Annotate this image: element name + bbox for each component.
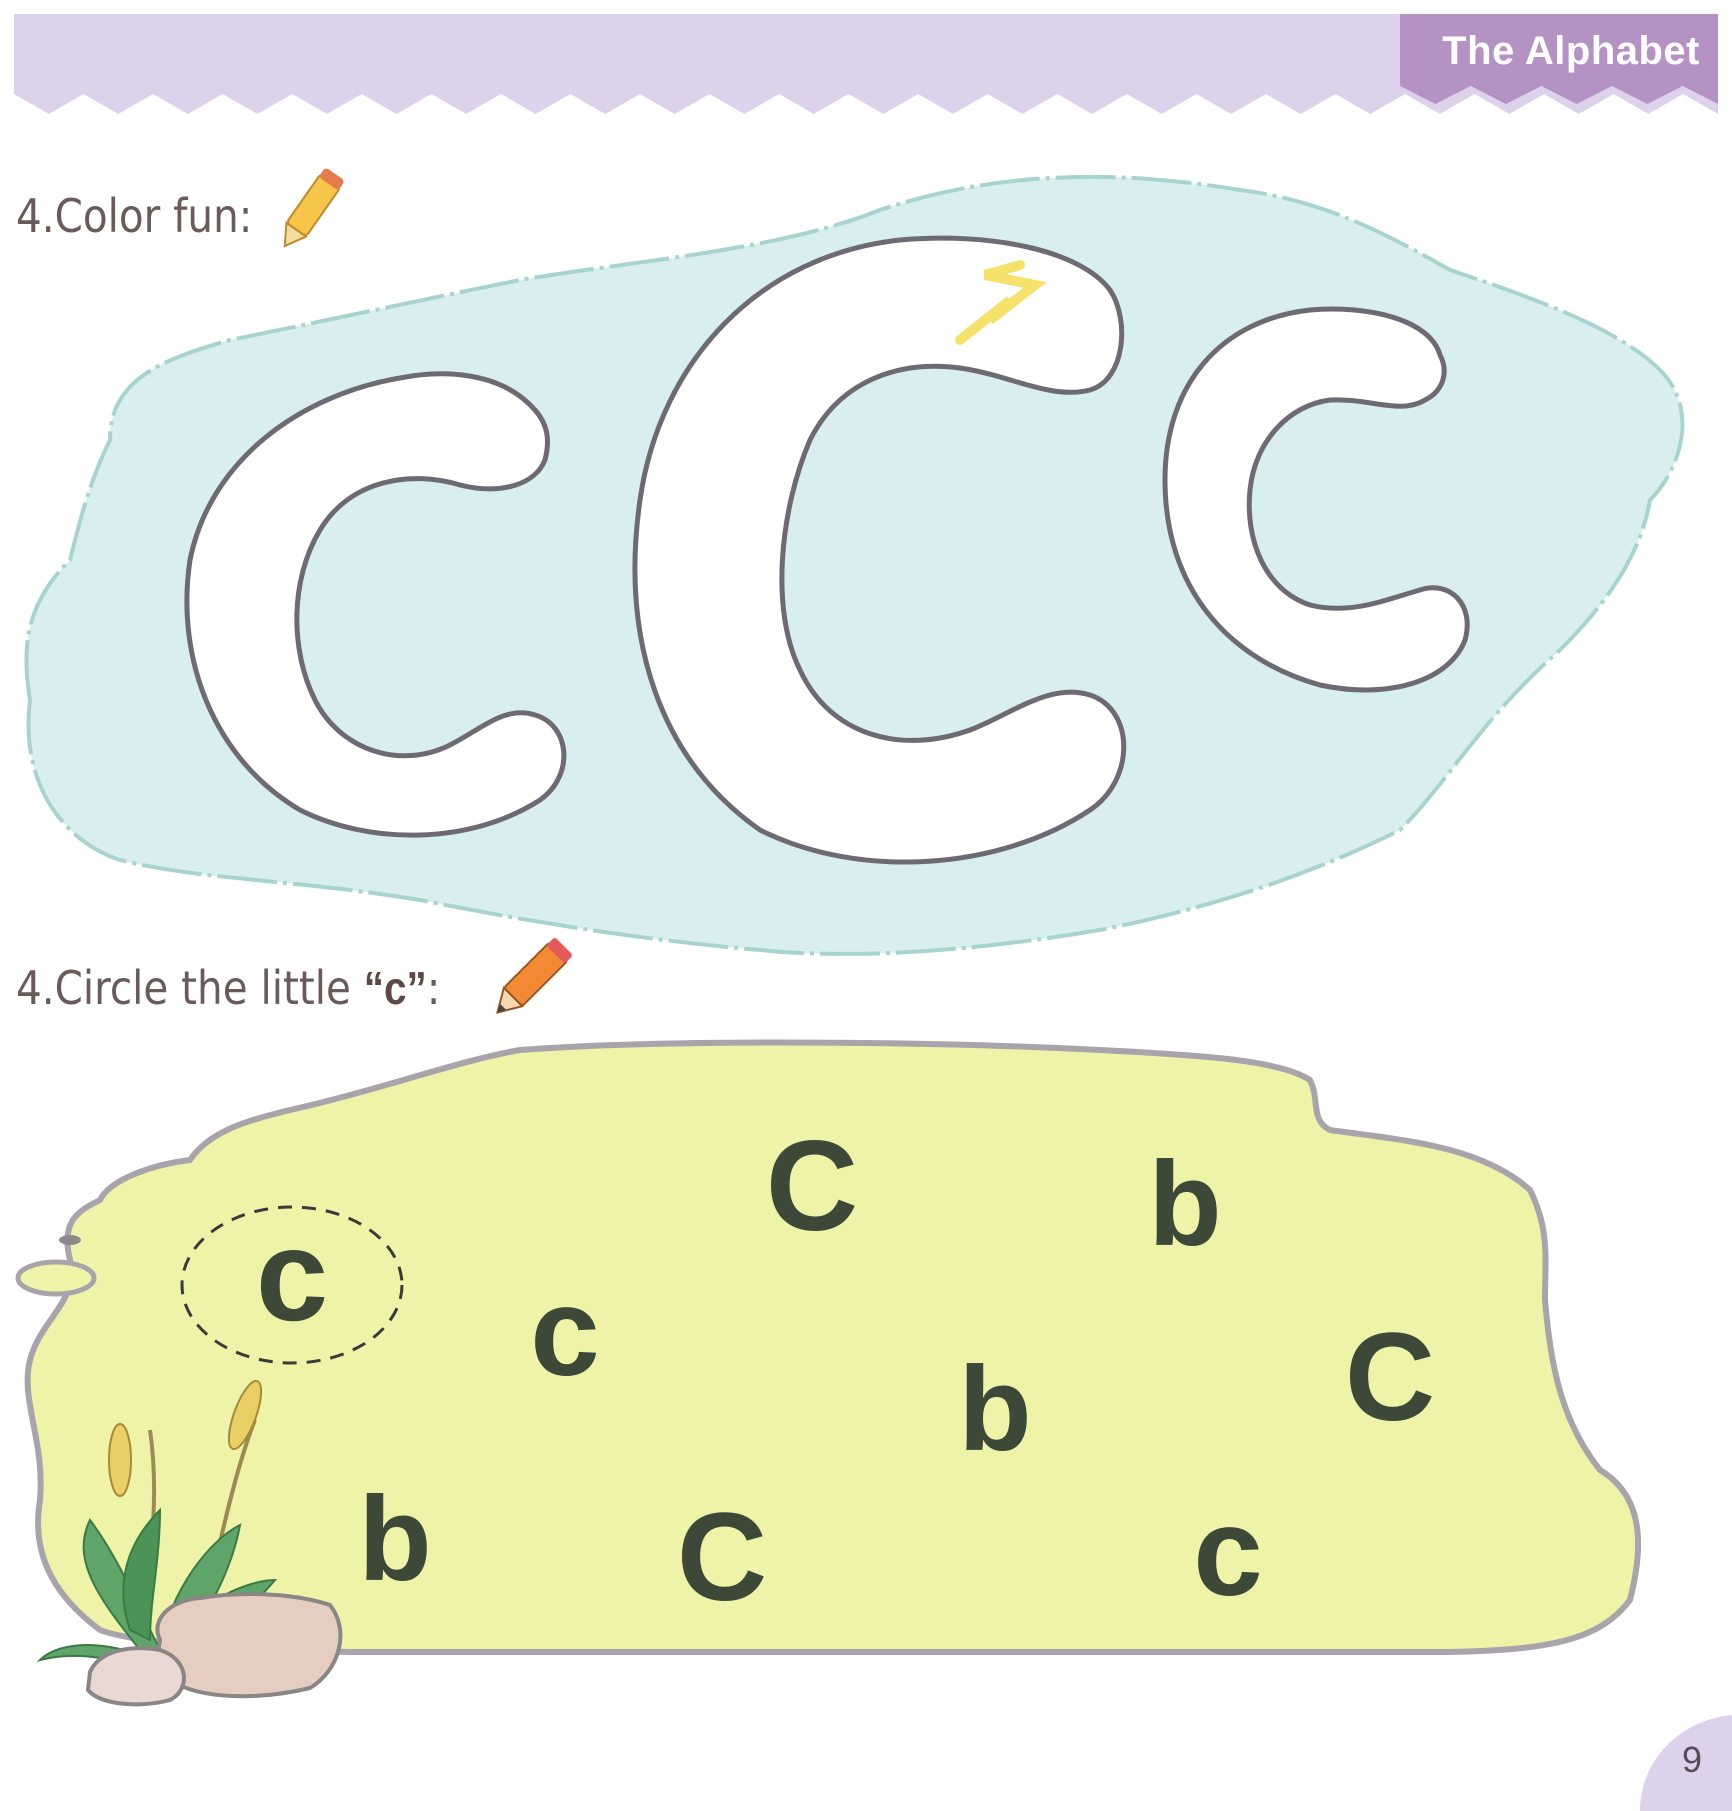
exercise-label: Circle the little <box>54 961 364 1015</box>
letter-c-9[interactable]: c <box>1193 1483 1263 1622</box>
page-number: 9 <box>1681 1739 1703 1780</box>
yellow-crayon-mark <box>955 260 1047 345</box>
exercise-label-end: : <box>426 961 441 1015</box>
letter-c-6[interactable]: C <box>1345 1308 1435 1447</box>
rocks-decoration <box>85 1592 343 1707</box>
orange-pencil-icon <box>496 938 572 1014</box>
pebble <box>59 1235 81 1245</box>
letter-b-7[interactable]: b <box>358 1472 431 1606</box>
exercise-number: 4. <box>16 189 55 243</box>
example-dashed-circle <box>180 1205 404 1365</box>
outline-letter-small-c-left <box>184 371 567 838</box>
letter-c-8[interactable]: C <box>677 1488 767 1627</box>
circle-area-field <box>24 1039 1642 1655</box>
outline-letter-small-c-right <box>1162 306 1470 693</box>
chapter-tab <box>1400 14 1718 104</box>
letter-c-2[interactable]: c <box>530 1263 600 1402</box>
puddle <box>15 1259 97 1297</box>
page-number-corner <box>1640 1715 1732 1811</box>
letter-c-1[interactable]: c <box>256 1202 328 1348</box>
letter-b-4[interactable]: b <box>1148 1137 1221 1271</box>
letter-c-3[interactable]: C <box>766 1115 858 1258</box>
letter-b-5[interactable]: b <box>958 1342 1031 1476</box>
instruction-circle: 4.Circle the little “c”: <box>16 958 440 1018</box>
instruction-color-fun: 4.Color fun: <box>16 186 252 246</box>
header-zigzag-band <box>14 14 1718 114</box>
chapter-title: The Alphabet <box>1442 29 1700 73</box>
target-letter: “c” <box>363 962 427 1014</box>
outline-letter-capital-c-middle <box>632 235 1127 865</box>
exercise-label: Color fun: <box>54 189 253 243</box>
yellow-crayon-icon <box>283 168 344 248</box>
exercise-number: 4. <box>16 961 55 1015</box>
